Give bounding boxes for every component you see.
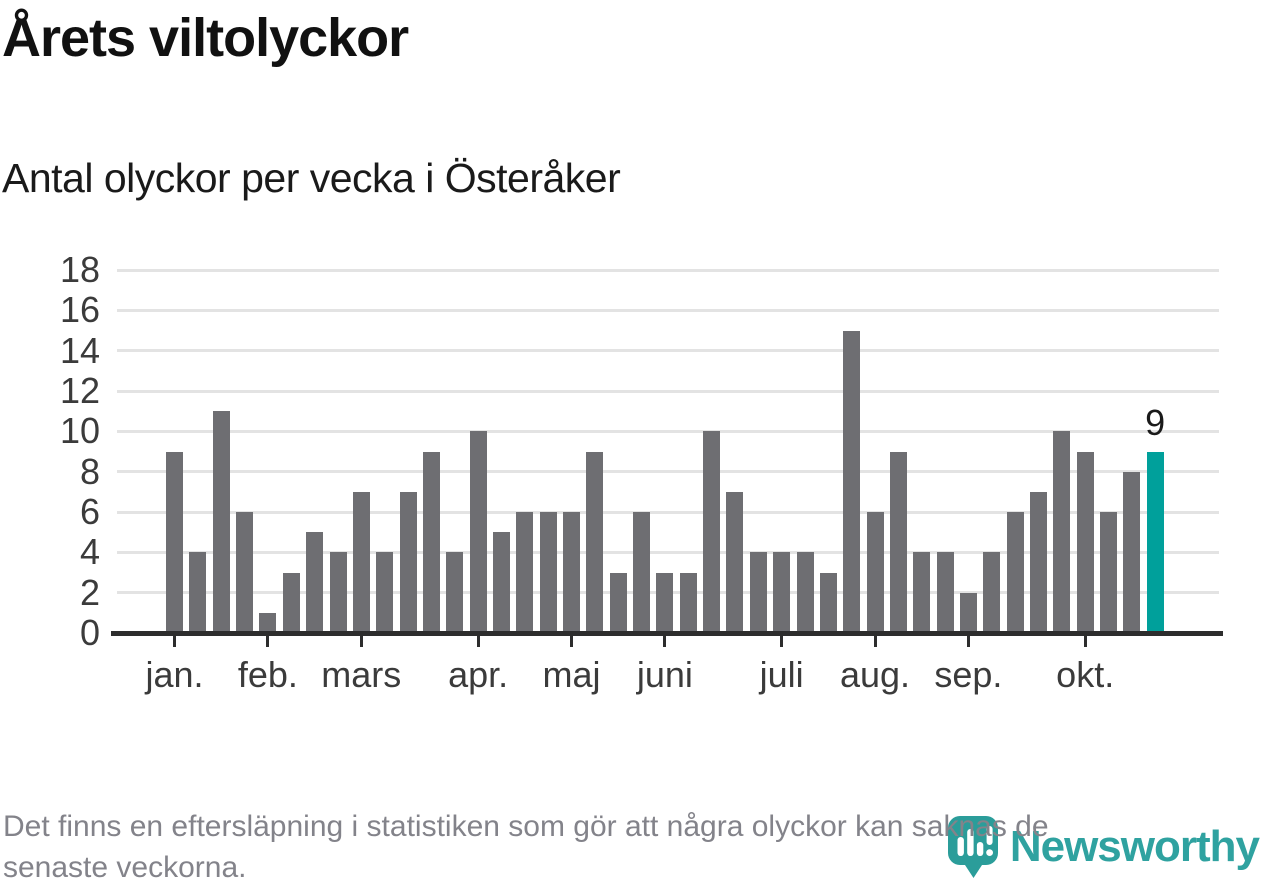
- gridline: [117, 389, 1219, 393]
- bar: [236, 512, 254, 633]
- bar: [1053, 431, 1071, 633]
- y-axis-tick-label: 12: [59, 370, 100, 411]
- bar: [819, 572, 837, 633]
- bar: [796, 552, 814, 633]
- icon-bar-2: [967, 829, 974, 856]
- x-axis-tick-label: feb.: [237, 654, 298, 695]
- bar: [352, 491, 370, 633]
- footnote-line-1: Det finns en eftersläpning i statistiken…: [3, 810, 1049, 843]
- bar: [843, 330, 861, 633]
- bar: [633, 512, 650, 633]
- bar: [166, 451, 183, 633]
- bar: [749, 552, 767, 633]
- bar: [773, 552, 791, 633]
- icon-bar-1: [957, 837, 964, 856]
- bar: [1123, 471, 1141, 633]
- bar: [1100, 512, 1117, 633]
- bar: [306, 532, 324, 633]
- gridline: [117, 470, 1219, 474]
- bar: [212, 411, 230, 633]
- x-axis-tick-label: aug.: [839, 654, 911, 695]
- x-axis-tick-label: juli: [759, 654, 804, 695]
- y-axis-tick-label: 4: [79, 531, 100, 573]
- y-axis-tick-label: 16: [59, 289, 100, 331]
- y-axis-tick-label: 18: [59, 249, 100, 290]
- newsworthy-pin-icon: [947, 816, 998, 878]
- chart-title: Årets viltolyckor: [2, 8, 409, 68]
- footnote: Det finns en eftersläpning i statistiken…: [3, 806, 1259, 879]
- last-value-label: 9: [1145, 401, 1166, 443]
- bar: [586, 451, 604, 633]
- bar-chart: 0 2 4 6 8 10 12 14 16 18 jan. feb. mars apr. maj juni ju…: [59, 249, 1223, 695]
- gridline: [117, 349, 1219, 353]
- bar: [492, 532, 510, 633]
- bar: [889, 451, 907, 633]
- bar: [959, 592, 977, 633]
- gridline: [117, 550, 1219, 554]
- bar: [1030, 491, 1047, 633]
- bar: [609, 572, 627, 633]
- brand-name: Newsworthy: [1009, 822, 1260, 871]
- bar: [516, 512, 534, 633]
- bar: [446, 552, 464, 633]
- icon-exclamation-bar: [986, 826, 993, 845]
- bar: [329, 552, 347, 633]
- gridline: [117, 268, 1219, 272]
- x-axis-tick-label: jan.: [145, 654, 204, 695]
- bar-highlighted: [1146, 451, 1164, 633]
- y-axis-tick-label: 6: [79, 491, 100, 532]
- bar: [936, 552, 954, 633]
- bar: [563, 512, 580, 633]
- bar: [539, 512, 557, 633]
- chart-subtitle: Antal olyckor per vecka i Österåker: [2, 155, 621, 201]
- bar: [866, 512, 884, 633]
- bar: [259, 612, 277, 633]
- bar: [282, 572, 300, 633]
- x-axis-tick: [359, 636, 363, 647]
- bar: [399, 491, 417, 633]
- icon-exclamation-dot: [986, 849, 993, 856]
- x-axis-tick-label: maj: [542, 654, 601, 695]
- bar: [422, 451, 440, 633]
- x-axis-tick: [1083, 636, 1087, 647]
- bar: [726, 491, 744, 633]
- y-axis-tick-label: 10: [59, 410, 100, 452]
- x-axis-tick: [266, 636, 270, 647]
- bar: [983, 552, 1001, 633]
- bar: [469, 431, 487, 633]
- y-axis-tick-label: 0: [79, 612, 100, 653]
- bar: [656, 572, 674, 633]
- x-axis-tick: [476, 636, 480, 647]
- x-axis-tick-label: okt.: [1056, 654, 1115, 695]
- x-axis-tick-label: mars: [321, 654, 402, 695]
- bar: [1076, 451, 1094, 633]
- x-axis-tick: [780, 636, 784, 647]
- x-axis-tick: [873, 636, 877, 647]
- bar: [679, 572, 697, 633]
- bar: [189, 552, 207, 633]
- icon-bar-3: [976, 842, 984, 856]
- footnote-line-2: senaste veckorna.: [3, 851, 247, 879]
- y-axis-tick-label: 8: [79, 450, 100, 492]
- x-axis-tick: [173, 636, 176, 647]
- gridline: [117, 429, 1219, 433]
- gridline: [117, 510, 1219, 514]
- x-axis-tick-label: apr.: [448, 654, 509, 695]
- x-axis-line: [111, 631, 1223, 636]
- bar: [703, 431, 721, 633]
- bar: [376, 552, 394, 633]
- x-axis-tick: [966, 636, 970, 647]
- y-axis-tick-label: 2: [79, 571, 100, 613]
- x-axis-tick: [663, 636, 667, 647]
- x-axis-tick: [570, 636, 573, 647]
- y-axis-tick-label: 14: [59, 329, 100, 371]
- newsworthy-logo: Newsworthy: [947, 816, 1260, 878]
- bar: [1006, 512, 1024, 633]
- gridline: [117, 308, 1219, 312]
- bar: [913, 552, 931, 633]
- x-axis-tick-label: sep.: [934, 654, 1003, 695]
- x-axis-tick-label: juni: [636, 654, 693, 695]
